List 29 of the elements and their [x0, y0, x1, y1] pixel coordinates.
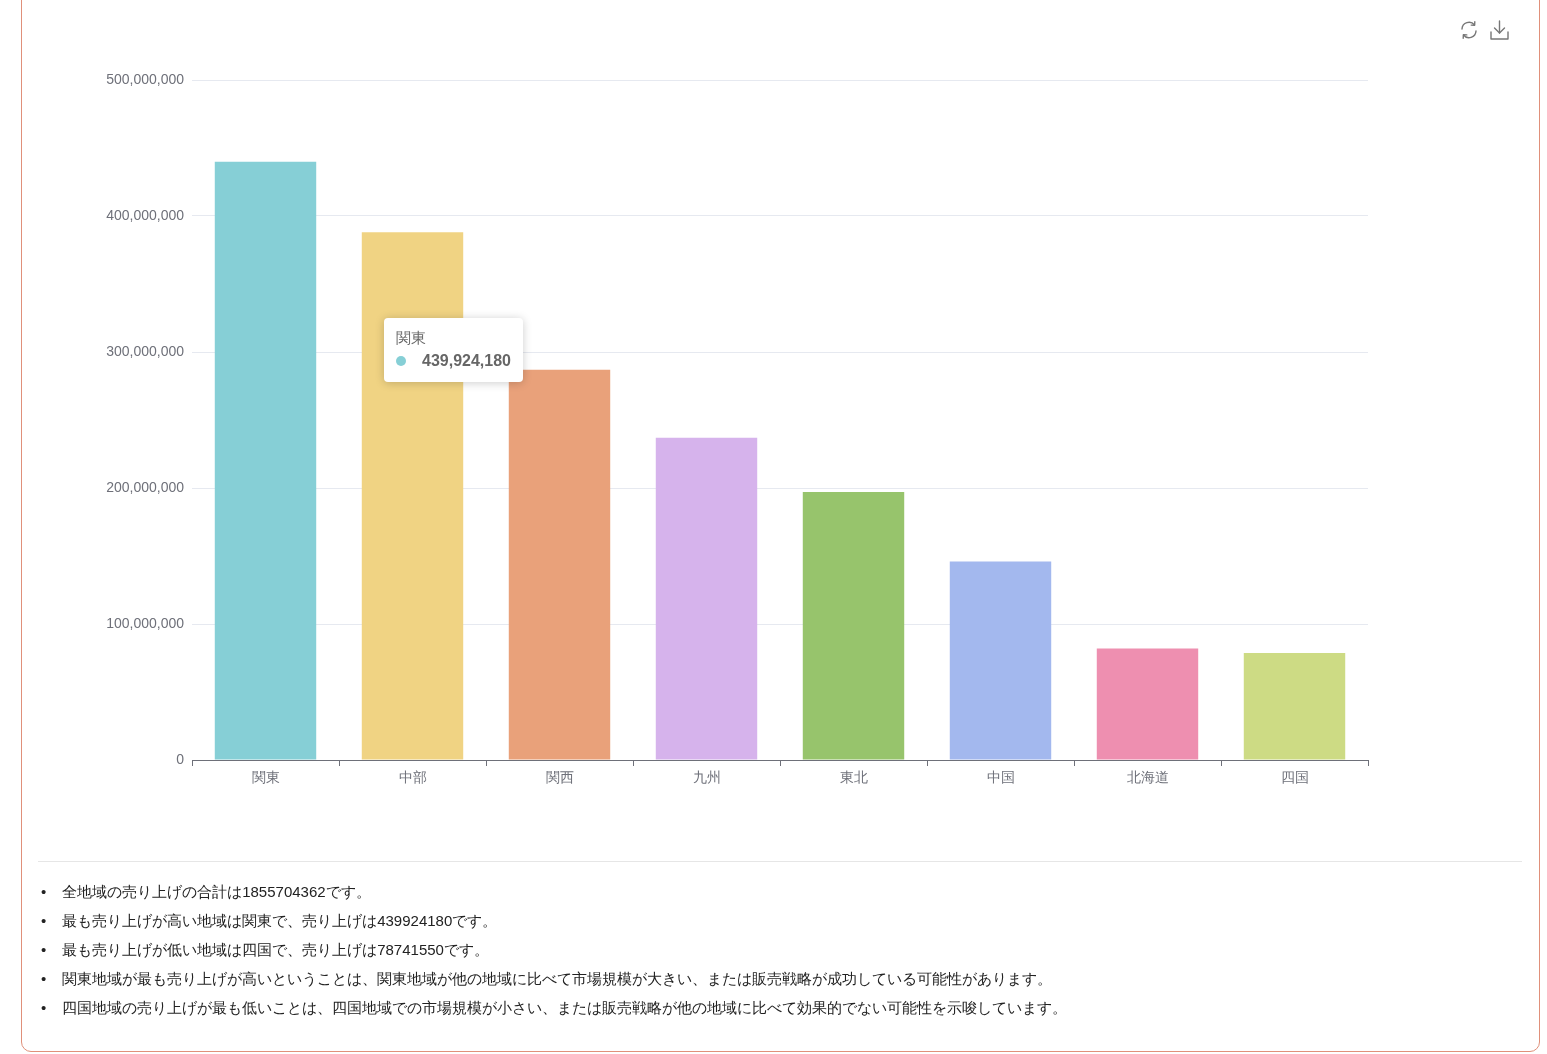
x-tick-label: 中国 [986, 769, 1015, 786]
x-tick-label: 北海道 [1126, 769, 1169, 786]
x-tick-label: 東北 [839, 769, 868, 786]
bar [508, 369, 611, 760]
text: • 四国地域の売り上げが最も低いことは、四国地域での市場規模が小さい、または販売戦略が他の地域に比べて効果的でない可能性を示唆しています。 [41, 998, 1068, 1018]
x-tick-label: 四国 [1280, 769, 1309, 786]
x-tick-label: 関東 [251, 769, 280, 786]
y-tick-label: 100,000,000 [106, 614, 185, 631]
x-tick-label: 九州 [692, 769, 721, 786]
bar [1243, 652, 1346, 760]
annotation: 439,924,180 [422, 351, 511, 371]
text: • 最も売り上げが低い地域は四国で、売り上げは78741550です。 [41, 940, 490, 960]
y-tick-label: 200,000,000 [106, 478, 185, 495]
bar [802, 492, 905, 760]
text: • 関東地域が最も売り上げが高いということは、関東地域が他の地域に比べて市場規模が大きい、または販売戦略が成功している可能性があります。 [41, 969, 1054, 989]
bar [655, 437, 758, 760]
text: • 全地域の売り上げの合計は1855704362です。 [41, 882, 372, 902]
y-tick-label: 500,000,000 [106, 70, 185, 87]
bar [1096, 648, 1199, 760]
x-tick-label: 中部 [398, 769, 427, 786]
y-tick-label: 400,000,000 [106, 206, 185, 223]
x-tick-label: 関西 [545, 769, 574, 786]
tooltip: 関東 439,924,180 [384, 318, 523, 382]
text: • 最も売り上げが高い地域は関東で、売り上げは439924180です。 [41, 911, 499, 931]
bar [214, 161, 317, 760]
y-tick-label: 0 [176, 750, 185, 767]
bar [949, 561, 1052, 760]
y-tick-label: 300,000,000 [106, 342, 185, 359]
annotation: 関東 [396, 328, 427, 348]
